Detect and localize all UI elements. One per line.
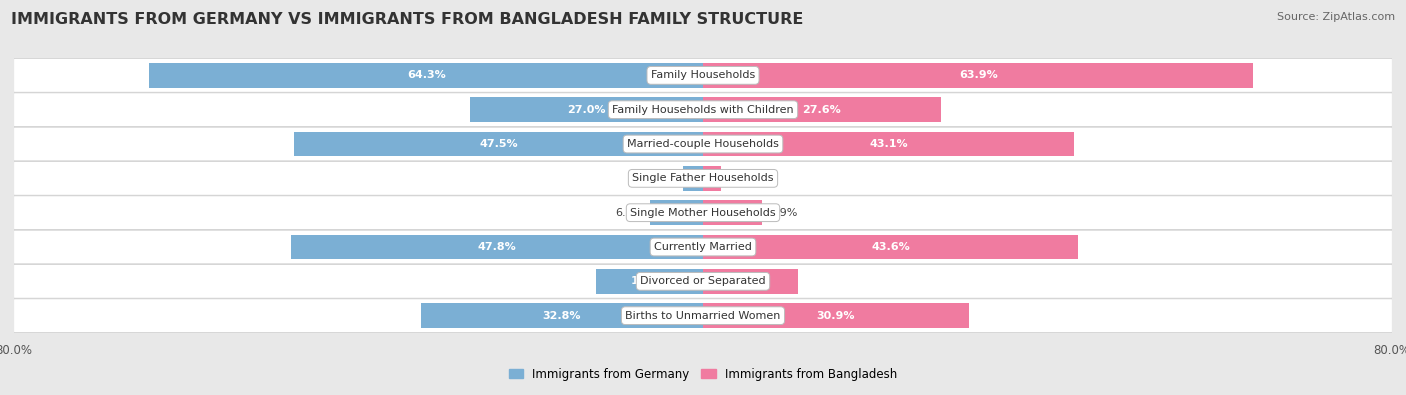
Text: 47.5%: 47.5% (479, 139, 517, 149)
Text: 27.0%: 27.0% (568, 105, 606, 115)
Bar (651, 200, 703, 225)
Bar (596, 269, 703, 294)
FancyBboxPatch shape (14, 196, 1392, 229)
FancyBboxPatch shape (14, 299, 1392, 333)
Text: Currently Married: Currently Married (654, 242, 752, 252)
Text: 64.3%: 64.3% (406, 70, 446, 80)
Text: 43.1%: 43.1% (869, 139, 908, 149)
Text: Single Mother Households: Single Mother Households (630, 208, 776, 218)
Bar (291, 235, 703, 260)
FancyBboxPatch shape (14, 93, 1392, 126)
Text: Family Households: Family Households (651, 70, 755, 80)
FancyBboxPatch shape (14, 265, 1392, 298)
Bar (703, 303, 969, 328)
Bar (703, 200, 762, 225)
Bar (294, 132, 703, 156)
FancyBboxPatch shape (14, 58, 1392, 92)
Text: 47.8%: 47.8% (478, 242, 516, 252)
Text: 11.0%: 11.0% (731, 276, 769, 286)
Text: Single Father Households: Single Father Households (633, 173, 773, 183)
Bar (149, 63, 703, 88)
FancyBboxPatch shape (14, 127, 1392, 161)
Text: 6.9%: 6.9% (769, 208, 797, 218)
Text: IMMIGRANTS FROM GERMANY VS IMMIGRANTS FROM BANGLADESH FAMILY STRUCTURE: IMMIGRANTS FROM GERMANY VS IMMIGRANTS FR… (11, 12, 804, 27)
Bar (471, 97, 703, 122)
Legend: Immigrants from Germany, Immigrants from Bangladesh: Immigrants from Germany, Immigrants from… (503, 363, 903, 386)
Bar (703, 132, 1074, 156)
Bar (703, 63, 1253, 88)
Text: 2.1%: 2.1% (728, 173, 756, 183)
FancyBboxPatch shape (14, 230, 1392, 264)
Bar (703, 235, 1078, 260)
Text: Family Households with Children: Family Households with Children (612, 105, 794, 115)
Text: 6.1%: 6.1% (616, 208, 644, 218)
FancyBboxPatch shape (14, 162, 1392, 195)
Bar (703, 97, 941, 122)
Text: 30.9%: 30.9% (817, 311, 855, 321)
Bar (420, 303, 703, 328)
Text: Married-couple Households: Married-couple Households (627, 139, 779, 149)
Bar (703, 269, 797, 294)
Bar (683, 166, 703, 191)
Text: 27.6%: 27.6% (803, 105, 841, 115)
Text: 12.4%: 12.4% (630, 276, 669, 286)
Text: Divorced or Separated: Divorced or Separated (640, 276, 766, 286)
Text: Births to Unmarried Women: Births to Unmarried Women (626, 311, 780, 321)
Text: Source: ZipAtlas.com: Source: ZipAtlas.com (1277, 12, 1395, 22)
Text: 32.8%: 32.8% (543, 311, 581, 321)
Text: 43.6%: 43.6% (872, 242, 910, 252)
Bar (703, 166, 721, 191)
Text: 63.9%: 63.9% (959, 70, 997, 80)
Text: 2.3%: 2.3% (648, 173, 676, 183)
